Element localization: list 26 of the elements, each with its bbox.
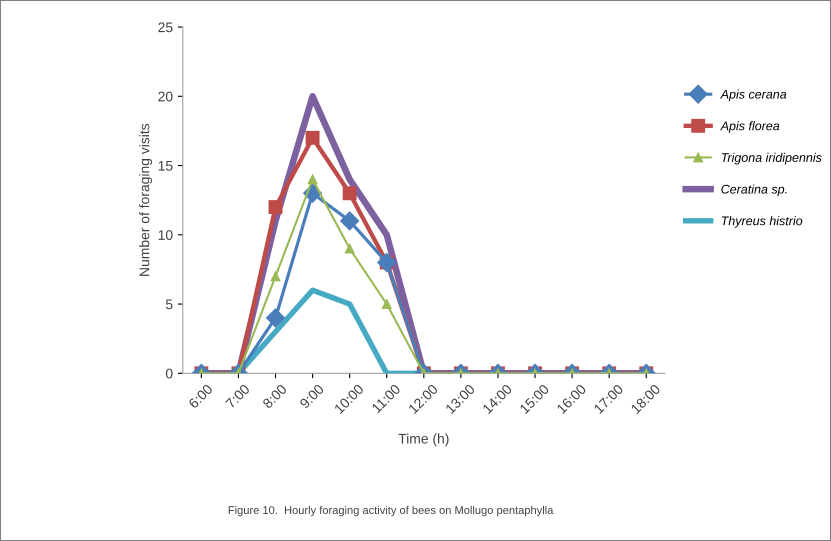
y-tick-label: 15: [158, 161, 173, 171]
point: [342, 186, 357, 200]
legend-label: Thyreus histrio: [722, 216, 802, 228]
legend-label: Ceratina sp.: [721, 184, 787, 196]
point: [377, 252, 396, 272]
point: [268, 200, 282, 214]
point: [308, 174, 318, 184]
legend-label: Apis florea: [720, 121, 780, 133]
legend-label: Trigona iridipennis: [722, 152, 822, 164]
y-tick-label: 25: [158, 22, 173, 32]
x-tick-label: 6:00: [188, 384, 214, 409]
caption: Figure 10. Hourly foraging activity of bees on Mollugo pentaphylla: [228, 506, 554, 516]
point: [306, 130, 320, 145]
y-tick-label: 5: [166, 300, 173, 310]
x-tick-label: 9:00: [299, 384, 324, 409]
legend-label: Apis cerana: [720, 89, 786, 102]
point: [340, 211, 360, 230]
x-axis-title: Time (h): [398, 433, 449, 446]
y-axis-title: Number of foraging visits: [139, 124, 152, 276]
x-tick-label: 8:00: [262, 384, 288, 409]
y-tick-label: 0: [166, 368, 173, 378]
y-tick-label: 20: [158, 92, 173, 102]
point: [344, 244, 355, 254]
point: [270, 271, 280, 282]
y-tick-label: 10: [158, 230, 173, 240]
x-tick-label: 7:00: [225, 384, 250, 409]
